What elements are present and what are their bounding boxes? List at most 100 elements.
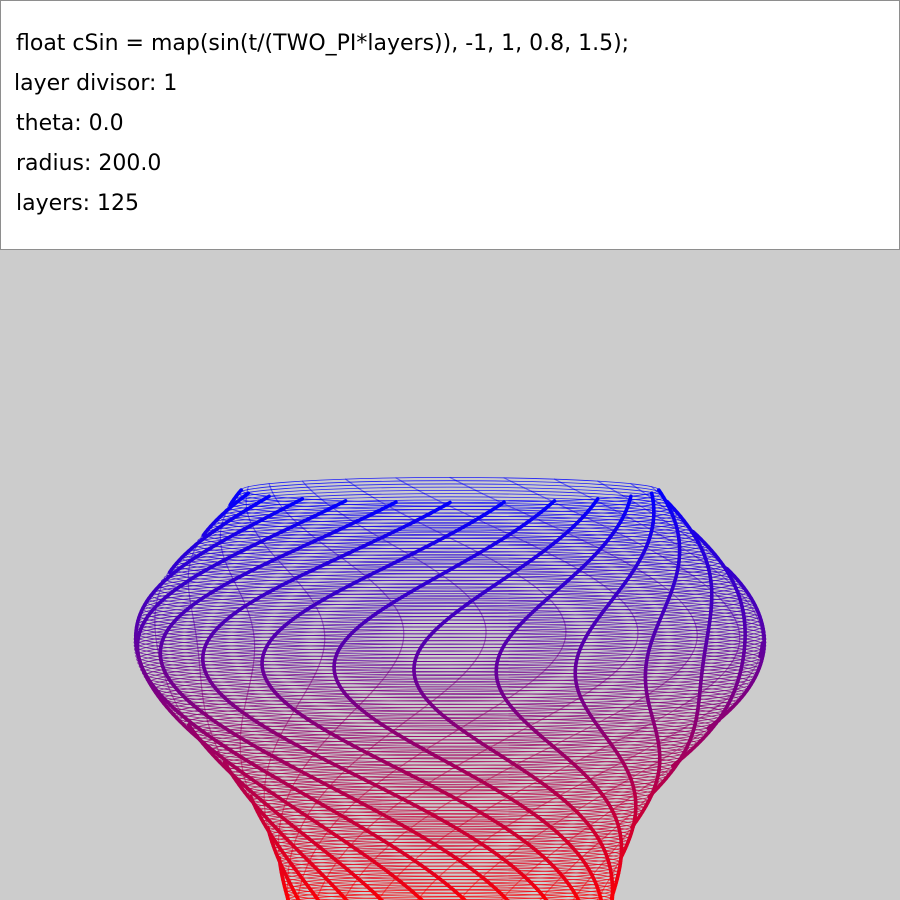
spiral-strand-segment xyxy=(541,715,549,721)
spiral-strand-segment xyxy=(681,663,686,669)
spiral-strand-segment xyxy=(381,775,388,781)
spiral-strand-segment xyxy=(341,850,347,856)
spiral-strand-segment xyxy=(299,524,304,530)
spiral-strand-segment xyxy=(750,669,755,674)
spiral-strand-segment xyxy=(424,493,432,498)
spiral-strand-segment xyxy=(480,612,484,618)
spiral-strand-segment xyxy=(340,812,345,817)
spiral-strand-segment xyxy=(309,680,313,686)
spiral-strand-segment xyxy=(616,532,625,537)
spiral-strand-segment xyxy=(281,728,285,734)
spiral-strand-segment xyxy=(324,830,329,836)
spiral-strand-segment xyxy=(621,494,630,500)
spiral-strand-segment xyxy=(343,895,347,900)
spiral-strand-segment xyxy=(481,872,487,878)
spiral-strand-segment xyxy=(624,832,628,838)
spiral-strand-segment xyxy=(540,894,545,900)
spiral-strand-segment xyxy=(469,547,477,552)
spiral-strand-segment xyxy=(669,523,676,529)
spiral-strand-segment xyxy=(584,753,593,758)
spiral-strand-segment xyxy=(451,796,459,801)
spiral-strand-segment xyxy=(346,516,353,522)
spiral-strand-segment xyxy=(337,510,343,516)
spiral-strand-segment xyxy=(476,750,485,755)
spiral-strand-segment xyxy=(347,804,353,810)
spiral-strand-segment xyxy=(336,857,341,863)
spiral-strand-segment xyxy=(558,766,567,771)
spiral-strand-segment xyxy=(736,623,739,629)
spiral-strand-segment xyxy=(313,536,320,542)
spiral-strand-segment xyxy=(640,768,648,773)
spiral-strand-segment xyxy=(434,570,441,575)
spiral-strand-segment xyxy=(387,841,394,847)
spiral-strand-segment xyxy=(581,803,589,808)
spiral-strand-segment xyxy=(524,512,534,518)
spiral-strand-segment xyxy=(616,595,622,601)
spiral-strand-segment xyxy=(258,536,262,541)
spiral-strand-segment xyxy=(592,870,597,875)
spiral-strand-segment xyxy=(677,667,683,672)
spiral-strand-segment xyxy=(355,704,361,710)
spiral-strand-segment xyxy=(408,554,416,559)
spiral-strand-segment xyxy=(619,780,627,786)
spiral-strand-segment xyxy=(487,557,496,562)
spiral-strand-segment xyxy=(646,509,654,515)
spiral-strand-segment xyxy=(461,820,469,826)
spiral-strand-segment xyxy=(351,839,356,845)
spiral-strand-segment xyxy=(245,698,248,703)
spiral-strand-segment xyxy=(585,824,592,829)
spiral-strand-segment xyxy=(303,870,306,876)
spiral-strand-segment xyxy=(713,592,719,597)
spiral-strand-segment xyxy=(242,712,244,718)
spiral-strand-segment xyxy=(632,752,640,757)
spiral-strand-segment xyxy=(173,698,177,704)
spiral-strand-segment xyxy=(365,693,371,699)
spiral-strand-segment xyxy=(577,568,585,574)
spiral-strand-segment xyxy=(598,746,606,751)
spiral-strand-segment xyxy=(612,805,619,810)
spiral-strand-segment xyxy=(445,767,454,773)
spiral-strand-segment xyxy=(705,585,711,590)
spiral-strand-segment xyxy=(701,581,707,587)
spiral-strand-segment xyxy=(389,879,395,885)
spiral-strand-segment xyxy=(539,897,542,900)
spiral-strand-segment xyxy=(292,518,298,524)
spiral-strand-segment xyxy=(666,752,673,757)
spiral-strand-segment xyxy=(400,512,408,517)
spiral-strand-segment xyxy=(321,543,328,548)
spiral-strand-segment xyxy=(758,651,763,659)
spiral-strand-segment xyxy=(267,548,272,553)
spiral-strand-segment xyxy=(489,803,497,809)
spiral-strand-segment xyxy=(642,723,651,728)
spiral-strand-segment xyxy=(660,713,668,719)
spiral-strand-segment xyxy=(161,665,164,671)
spiral-strand-segment xyxy=(685,549,692,555)
spiral-strand-segment xyxy=(621,799,628,804)
spiral-strand-segment xyxy=(344,846,350,852)
spiral-strand-segment xyxy=(345,891,349,897)
spiral-strand-segment xyxy=(240,762,243,768)
spiral-strand-segment xyxy=(351,801,357,806)
spiral-strand-segment xyxy=(518,538,527,543)
sketch-canvas[interactable] xyxy=(0,250,900,900)
spiral-strand-segment xyxy=(562,617,565,622)
spiral-strand-segment xyxy=(691,574,698,580)
spiral-strand-segment xyxy=(452,582,459,588)
spiral-strand-segment xyxy=(414,820,421,826)
spiral-strand-segment xyxy=(281,563,286,568)
spiral-strand-segment xyxy=(547,797,555,803)
spiral-strand-segment xyxy=(321,882,325,888)
spiral-strand-segment xyxy=(305,863,309,869)
spiral-strand-segment xyxy=(503,696,511,702)
spiral-strand-segment xyxy=(461,892,466,898)
spiral-strand-segment xyxy=(726,695,732,700)
spiral-strand-segment xyxy=(284,509,289,515)
spiral-strand-segment xyxy=(550,850,556,855)
spiral-strand-segment xyxy=(342,895,349,900)
spiral-strand-segment xyxy=(733,616,737,622)
spiral-strand-segment xyxy=(489,743,498,748)
spiral-strand-segment xyxy=(317,539,324,545)
spiral-strand-segment xyxy=(552,500,561,506)
spiral-strand-segment xyxy=(311,852,315,858)
spiral-strand-segment xyxy=(599,582,606,587)
